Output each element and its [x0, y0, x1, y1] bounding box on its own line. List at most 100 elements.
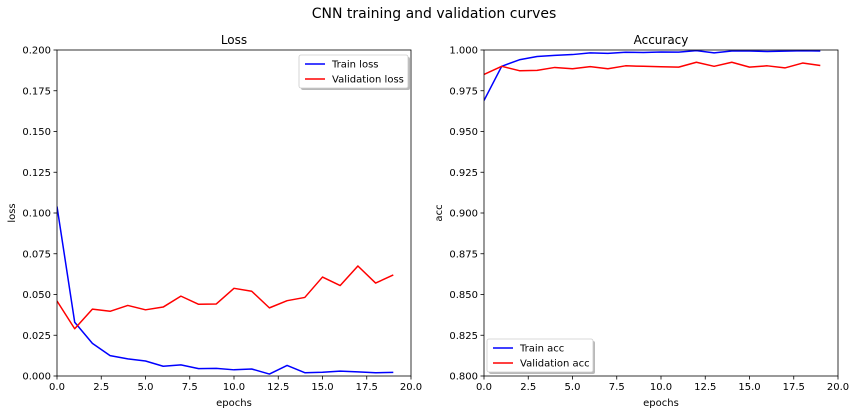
- accuracy-train-acc-point: [766, 50, 768, 52]
- accuracy-panel: Accuracy 0.0 2.5 5.0 7.5 10.0 12.5 15.0 17.5 20.0…: [434, 33, 849, 409]
- loss-train-loss-point: [357, 371, 359, 373]
- accuracy-x-tick-label: 0.0: [476, 382, 492, 393]
- accuracy-train-acc-point: [518, 59, 520, 61]
- accuracy-validation-acc-point: [589, 65, 591, 67]
- accuracy-validation-acc-point: [536, 69, 538, 71]
- loss-legend-box: [298, 54, 409, 89]
- accuracy-y-tick-label: 0.875: [449, 249, 478, 260]
- loss-train-loss-point: [197, 367, 199, 369]
- loss-y-tick-label: 0.000: [22, 372, 51, 383]
- loss-validation-loss-point: [304, 296, 306, 298]
- loss-validation-loss-point: [162, 306, 164, 308]
- accuracy-train-acc-point: [589, 52, 591, 54]
- loss-train-loss-point: [109, 354, 111, 356]
- accuracy-validation-acc-point: [554, 66, 556, 68]
- accuracy-title: Accuracy: [634, 33, 689, 47]
- accuracy-y-tick-label: 1.000: [449, 46, 478, 57]
- accuracy-train-acc-point: [678, 51, 680, 53]
- loss-y-axis-label: loss: [7, 203, 18, 222]
- accuracy-validation-acc-point: [518, 70, 520, 72]
- accuracy-y-tick-label: 0.825: [449, 331, 478, 342]
- loss-y-tick-label: 0.025: [22, 331, 51, 342]
- accuracy-validation-acc-point: [571, 68, 573, 70]
- accuracy-legend-label-validation-acc: Validation acc: [520, 359, 590, 370]
- accuracy-validation-acc-point: [642, 65, 644, 67]
- loss-train-loss-point: [162, 365, 164, 367]
- loss-y-tick-label: 0.050: [22, 290, 51, 301]
- loss-validation-loss-point: [286, 299, 288, 301]
- loss-x-axis-label: epochs: [216, 398, 252, 409]
- accuracy-validation-acc-point: [766, 65, 768, 67]
- loss-legend-label-train-loss: Train loss: [331, 60, 379, 71]
- accuracy-validation-acc-point: [501, 65, 503, 67]
- accuracy-validation-acc-point: [678, 66, 680, 68]
- loss-y-tick-label: 0.125: [22, 168, 51, 179]
- accuracy-y-tick-label: 0.925: [449, 168, 478, 179]
- loss-train-loss-point: [392, 371, 394, 373]
- accuracy-validation-acc-point: [607, 68, 609, 70]
- accuracy-validation-acc-point: [731, 61, 733, 63]
- accuracy-validation-acc-point: [695, 61, 697, 63]
- loss-train-loss-point: [74, 321, 76, 323]
- accuracy-train-acc-point: [642, 51, 644, 53]
- loss-train-loss-point: [286, 364, 288, 366]
- loss-x-tick-label: 20.0: [400, 382, 422, 393]
- loss-train-loss-point: [144, 360, 146, 362]
- loss-train-loss-point: [233, 369, 235, 371]
- loss-validation-loss-point: [215, 303, 217, 305]
- loss-x-tick-label: 0.0: [49, 382, 65, 393]
- loss-validation-loss-point: [197, 303, 199, 305]
- accuracy-validation-acc-point: [784, 67, 786, 69]
- loss-y-tick-label: 0.150: [22, 127, 51, 138]
- loss-y-tick-label: 0.075: [22, 249, 51, 260]
- loss-train-loss-point: [268, 373, 270, 375]
- loss-title: Loss: [221, 33, 247, 47]
- loss-y-tick-label: 0.200: [22, 46, 51, 57]
- accuracy-x-tick-label: 17.5: [783, 382, 805, 393]
- accuracy-validation-acc-point: [748, 66, 750, 68]
- accuracy-legend-box: [486, 338, 594, 373]
- loss-validation-loss-point: [91, 308, 93, 310]
- accuracy-x-tick-label: 2.5: [520, 382, 536, 393]
- loss-series-train-loss: [57, 206, 394, 375]
- loss-validation-loss-point: [374, 282, 376, 284]
- loss-validation-loss-point: [127, 304, 129, 306]
- accuracy-validation-acc-point: [624, 65, 626, 67]
- loss-validation-loss-point: [109, 310, 111, 312]
- accuracy-x-axis-label: epochs: [643, 398, 679, 409]
- loss-y-tick-label: 0.175: [22, 86, 51, 97]
- loss-validation-loss-point: [251, 290, 253, 292]
- loss-series-validation-loss: [57, 265, 394, 330]
- loss-validation-loss-point: [268, 307, 270, 309]
- accuracy-plot-frame: [483, 49, 839, 377]
- loss-validation-loss-point: [392, 274, 394, 276]
- loss-x-tick-label: 2.5: [93, 382, 109, 393]
- accuracy-y-tick-label: 0.975: [449, 86, 478, 97]
- accuracy-y-axis-label: acc: [434, 204, 445, 221]
- loss-validation-loss-point: [357, 265, 359, 267]
- accuracy-x-tick-label: 5.0: [565, 382, 581, 393]
- accuracy-validation-acc-point: [713, 65, 715, 67]
- accuracy-x-tick-label: 7.5: [609, 382, 625, 393]
- loss-validation-loss-point: [339, 284, 341, 286]
- loss-x-tick-label: 10.0: [223, 382, 245, 393]
- accuracy-legend: Train acc Validation acc: [486, 338, 595, 374]
- loss-x-tick-label: 17.5: [356, 382, 378, 393]
- loss-train-loss-point: [304, 372, 306, 374]
- accuracy-train-acc-point: [571, 53, 573, 55]
- accuracy-legend-label-train-acc: Train acc: [519, 344, 564, 355]
- loss-legend-label-validation-loss: Validation loss: [332, 75, 404, 86]
- accuracy-train-acc-point: [660, 51, 662, 53]
- loss-train-loss-point: [339, 370, 341, 372]
- loss-validation-loss-point: [233, 287, 235, 289]
- loss-train-loss-point: [127, 358, 129, 360]
- loss-train-loss-point: [91, 342, 93, 344]
- accuracy-validation-acc-point: [801, 62, 803, 64]
- loss-y-tick-label: 0.100: [22, 209, 51, 220]
- accuracy-x-tick-label: 12.5: [694, 382, 716, 393]
- loss-legend: Train loss Validation loss: [298, 54, 410, 90]
- loss-train-loss-point: [180, 364, 182, 366]
- loss-train-loss-point: [215, 367, 217, 369]
- accuracy-validation-acc-point: [819, 64, 821, 66]
